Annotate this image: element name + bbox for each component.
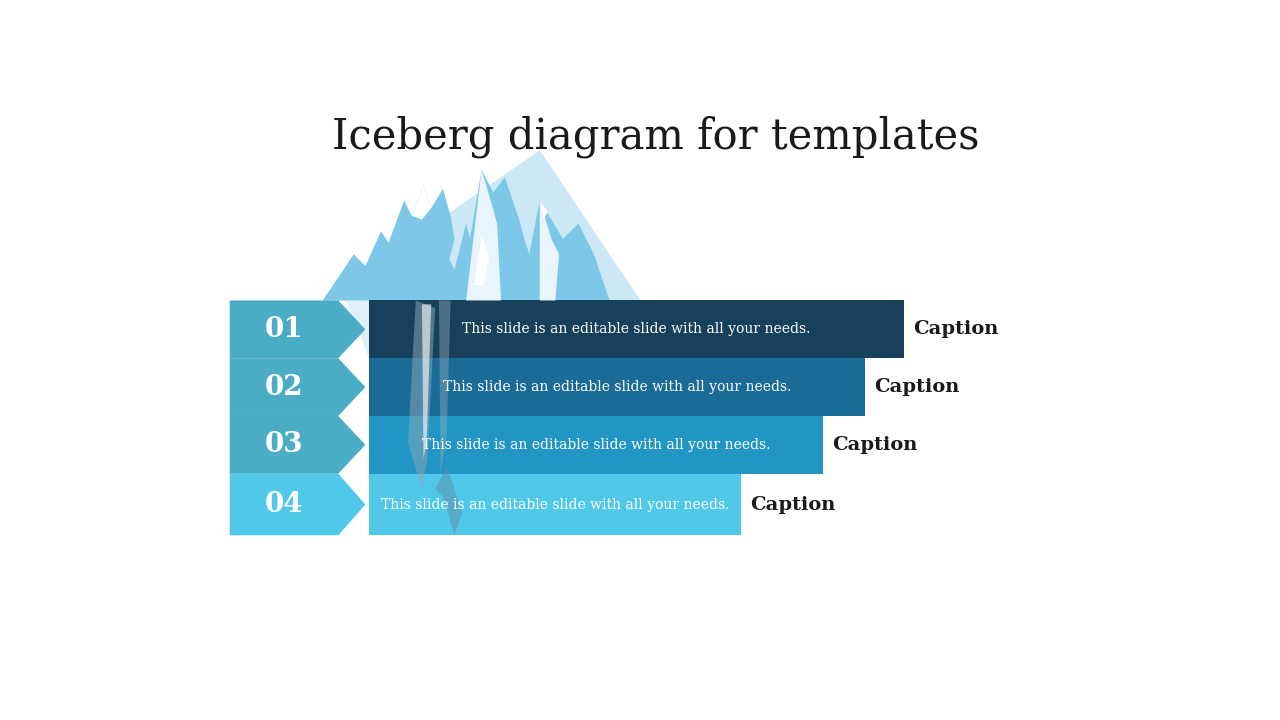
Text: 01: 01 [265,316,303,343]
Text: 02: 02 [265,374,303,400]
Polygon shape [408,300,435,489]
Text: Iceberg diagram for templates: Iceberg diagram for templates [333,116,979,158]
Text: Caption: Caption [914,320,998,338]
Polygon shape [540,200,559,300]
Text: This slide is an editable slide with all your needs.: This slide is an editable slide with all… [443,380,791,394]
Polygon shape [229,416,365,474]
Polygon shape [435,169,548,300]
Text: This slide is an editable slide with all your needs.: This slide is an editable slide with all… [381,498,730,511]
Polygon shape [521,200,609,300]
Polygon shape [229,300,365,359]
Polygon shape [454,300,500,535]
Text: 03: 03 [265,431,303,459]
Polygon shape [369,300,904,359]
Polygon shape [229,359,365,416]
Text: Caption: Caption [832,436,918,454]
Polygon shape [412,185,431,220]
Polygon shape [435,466,462,535]
Polygon shape [369,474,741,535]
Text: This slide is an editable slide with all your needs.: This slide is an editable slide with all… [462,323,810,336]
Polygon shape [540,200,548,220]
Polygon shape [439,300,451,474]
Polygon shape [474,235,489,285]
Polygon shape [346,300,609,535]
Polygon shape [323,185,454,300]
Polygon shape [323,150,640,300]
Text: 04: 04 [265,491,303,518]
Polygon shape [369,359,865,416]
Polygon shape [422,305,431,459]
Polygon shape [369,416,823,474]
Text: Caption: Caption [750,495,836,513]
Polygon shape [365,231,381,266]
Polygon shape [229,474,365,535]
Text: This slide is an editable slide with all your needs.: This slide is an editable slide with all… [421,438,771,452]
Polygon shape [466,169,500,300]
Text: Caption: Caption [874,378,960,396]
